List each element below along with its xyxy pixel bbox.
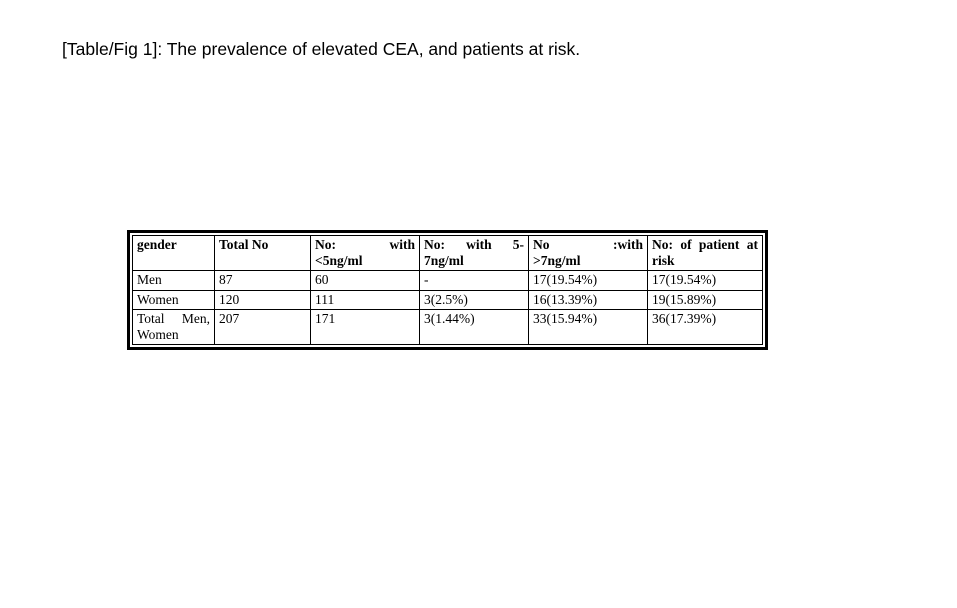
cell-patients-at-risk: 19(15.89%) xyxy=(647,289,763,310)
header-line-2: <5ng/ml xyxy=(315,252,363,268)
header-line-2: 7ng/ml xyxy=(424,252,464,268)
col-header-patients-at-risk: No: of patient at risk xyxy=(647,235,763,271)
prevalence-table: gender Total No No: with <5ng/ml No: wit… xyxy=(132,235,763,345)
cell-under-5ngml: 171 xyxy=(310,309,420,345)
col-header-gender: gender xyxy=(132,235,215,271)
cell-under-5ngml: 111 xyxy=(310,289,420,310)
cell-gender: Women xyxy=(132,289,215,310)
cell-gender: Men xyxy=(132,270,215,291)
col-header-total-no: Total No xyxy=(214,235,311,271)
cell-patients-at-risk: 36(17.39%) xyxy=(647,309,763,345)
col-header-over-7ngml: No :with >7ng/ml xyxy=(528,235,648,271)
cell-5-7ngml: - xyxy=(419,270,529,291)
cell-over-7ngml: 16(13.39%) xyxy=(528,289,648,310)
cell-line-2: Women xyxy=(137,326,179,342)
header-line-1: No: of patient at xyxy=(652,237,758,253)
header-word: No: xyxy=(315,237,336,252)
table-row-total: Total Men, Women 207 171 3(1.44%) 33(15.… xyxy=(132,309,763,345)
header-word: No: xyxy=(424,237,445,252)
header-word: at xyxy=(746,237,758,252)
header-line-2: risk xyxy=(652,252,675,268)
header-word: with xyxy=(389,237,415,252)
header-word: :with xyxy=(613,237,643,252)
cell-5-7ngml: 3(1.44%) xyxy=(419,309,529,345)
figure-caption: [Table/Fig 1]: The prevalence of elevate… xyxy=(62,39,581,59)
cell-over-7ngml: 33(15.94%) xyxy=(528,309,648,345)
header-word: patient xyxy=(698,237,740,252)
header-line-1: No: with xyxy=(315,237,415,253)
header-word: with xyxy=(466,237,492,252)
cell-word: Men, xyxy=(181,311,210,326)
table-row-women: Women 120 111 3(2.5%) 16(13.39%) 19(15.8… xyxy=(132,289,763,310)
cell-line-1: Total Men, xyxy=(137,311,210,327)
cell-word: Total xyxy=(137,311,165,326)
cell-gender: Total Men, Women xyxy=(132,309,215,345)
header-line-1: No :with xyxy=(533,237,643,253)
col-header-5-7ngml: No: with 5- 7ng/ml xyxy=(419,235,529,271)
cell-patients-at-risk: 17(19.54%) xyxy=(647,270,763,291)
table-header-row: gender Total No No: with <5ng/ml No: wit… xyxy=(132,235,763,271)
col-header-under-5ngml: No: with <5ng/ml xyxy=(310,235,420,271)
table-row-men: Men 87 60 - 17(19.54%) 17(19.54%) xyxy=(132,270,763,291)
header-word: No: xyxy=(652,237,673,252)
header-word: No xyxy=(533,237,550,252)
header-line-1: No: with 5- xyxy=(424,237,524,253)
header-line-2: >7ng/ml xyxy=(533,252,581,268)
cell-total-no: 120 xyxy=(214,289,311,310)
cell-over-7ngml: 17(19.54%) xyxy=(528,270,648,291)
cell-5-7ngml: 3(2.5%) xyxy=(419,289,529,310)
cell-total-no: 87 xyxy=(214,270,311,291)
header-word: 5- xyxy=(512,237,524,252)
header-word: of xyxy=(680,237,692,252)
cell-under-5ngml: 60 xyxy=(310,270,420,291)
cell-total-no: 207 xyxy=(214,309,311,345)
table-frame: gender Total No No: with <5ng/ml No: wit… xyxy=(127,230,768,350)
